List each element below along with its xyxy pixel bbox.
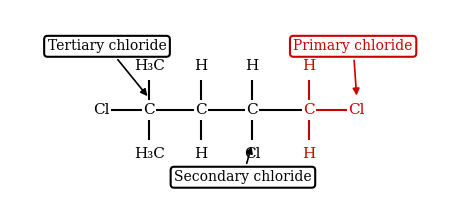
Text: C: C [303, 103, 315, 117]
Text: C: C [246, 103, 258, 117]
Text: C: C [195, 103, 207, 117]
Text: Cl: Cl [93, 103, 110, 117]
Text: H: H [302, 60, 316, 73]
Text: Tertiary chloride: Tertiary chloride [47, 39, 166, 95]
Text: H₃C: H₃C [134, 147, 164, 161]
Text: H: H [246, 60, 259, 73]
Text: Primary chloride: Primary chloride [293, 39, 413, 94]
Text: Cl: Cl [348, 103, 365, 117]
Text: C: C [144, 103, 155, 117]
Text: Cl: Cl [244, 147, 260, 161]
Text: H: H [302, 147, 316, 161]
Text: H: H [194, 147, 207, 161]
Text: H₃C: H₃C [134, 60, 164, 73]
Text: H: H [194, 60, 207, 73]
Text: Secondary chloride: Secondary chloride [174, 148, 312, 184]
